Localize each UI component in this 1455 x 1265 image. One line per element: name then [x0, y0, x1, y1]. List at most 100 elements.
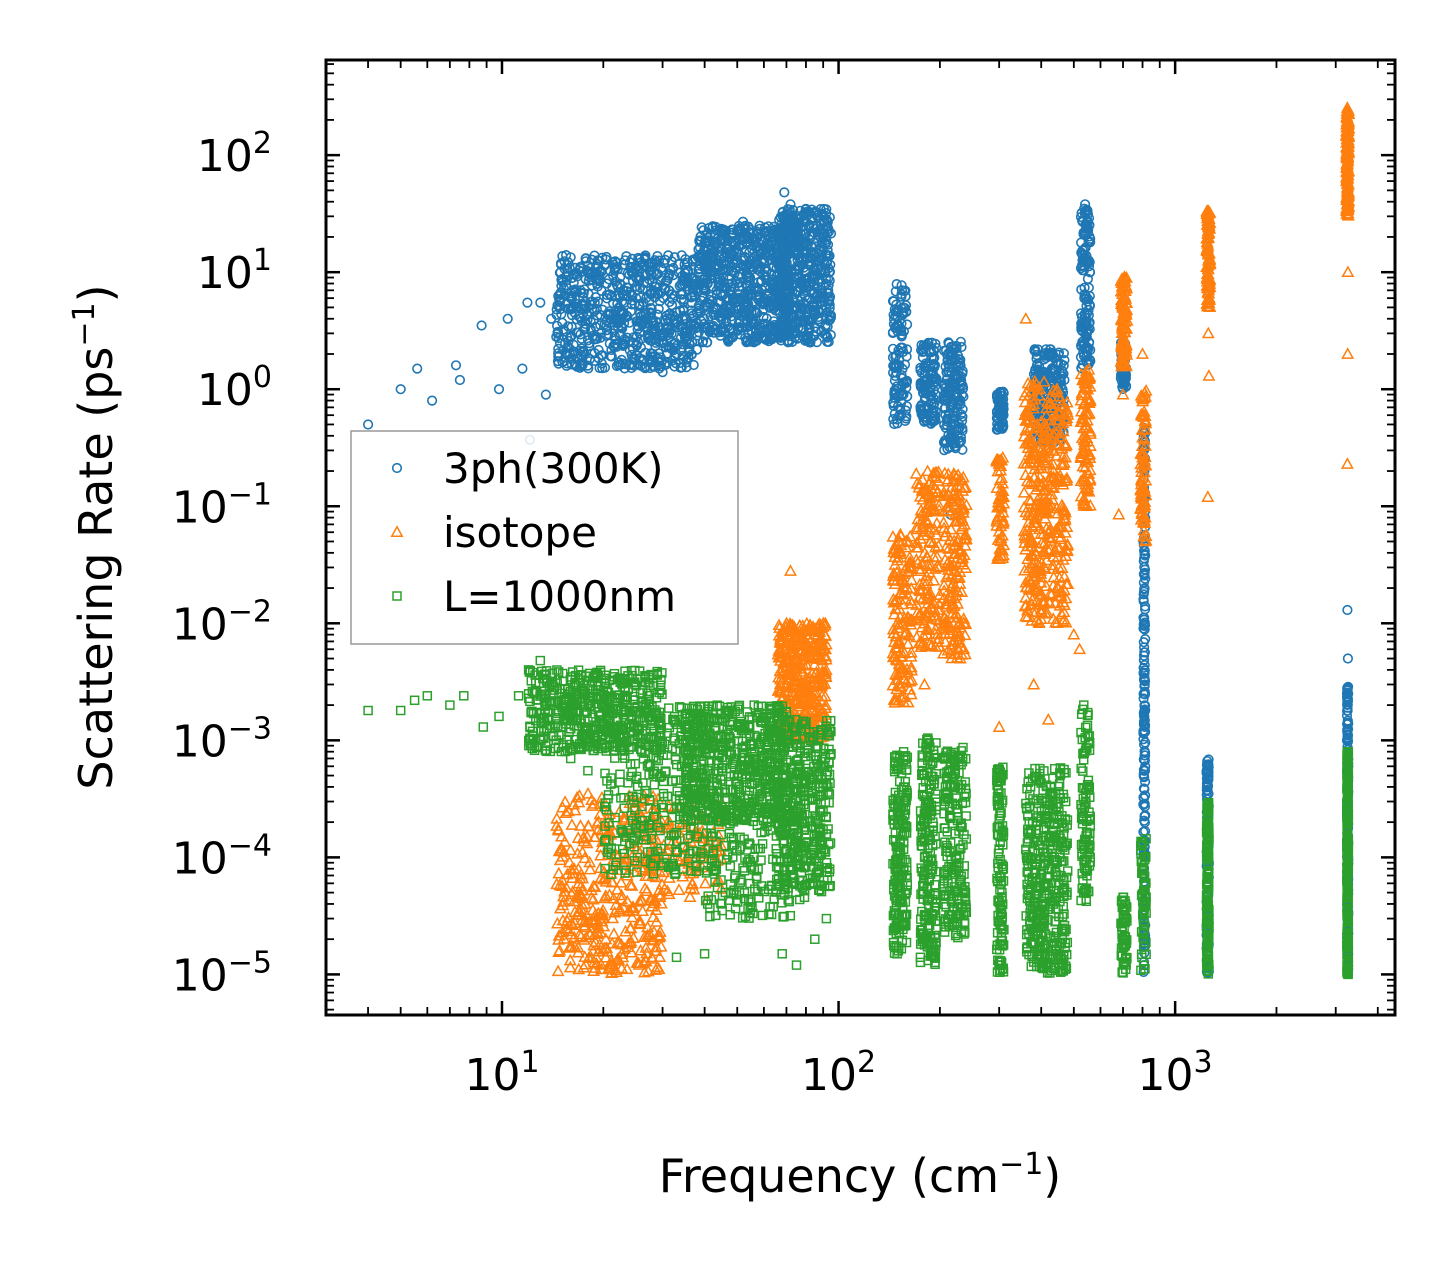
data-point-circle: [678, 276, 690, 287]
data-point-circle: [603, 329, 614, 340]
data-point-circle: [607, 298, 619, 309]
data-point-circle: [627, 261, 638, 272]
data-point-circle: [694, 242, 706, 253]
data-point-circle: [622, 311, 633, 322]
data-point-circle: [732, 235, 743, 246]
data-point-circle: [619, 363, 630, 374]
data-point-circle: [653, 336, 664, 347]
data-point-circle: [554, 294, 565, 305]
data-point-circle: [645, 351, 656, 362]
data-point-circle: [609, 331, 621, 342]
data-point-circle: [580, 256, 591, 267]
data-point-circle: [658, 293, 669, 304]
data-point-circle: [593, 275, 604, 286]
data-point-circle: [566, 272, 578, 284]
data-point-circle: [580, 253, 591, 264]
data-point-circle: [601, 293, 613, 304]
data-point-circle: [677, 274, 688, 286]
data-point-circle: [570, 359, 581, 371]
data-point-circle: [557, 273, 568, 285]
data-point-circle: [703, 223, 714, 234]
data-point-circle: [651, 257, 662, 268]
data-point-circle: [634, 254, 645, 265]
data-point-circle: [568, 339, 579, 351]
data-point-circle: [741, 244, 752, 255]
data-point-circle: [669, 252, 680, 263]
data-point-circle: [663, 327, 675, 338]
data-point-circle: [727, 332, 739, 343]
data-point-circle: [553, 343, 564, 354]
data-point-circle: [559, 256, 570, 267]
data-point-circle: [648, 320, 660, 332]
data-point-circle: [568, 268, 579, 279]
data-point-circle: [661, 359, 672, 370]
data-point-circle: [681, 334, 692, 346]
data-point-circle: [634, 300, 645, 311]
data-point-circle: [677, 289, 688, 300]
data-point-circle: [668, 339, 679, 350]
data-point-circle: [622, 268, 633, 279]
data-points-layer: [363, 101, 1356, 980]
data-point-circle: [556, 309, 567, 320]
data-point-circle: [648, 326, 659, 337]
data-point-circle: [646, 287, 657, 299]
data-point-circle: [589, 355, 601, 367]
data-point-circle: [571, 314, 582, 325]
data-point-circle: [717, 325, 728, 336]
data-point-circle: [586, 303, 598, 314]
data-point-circle: [552, 327, 564, 338]
data-point-circle: [596, 358, 607, 369]
data-point-circle: [592, 281, 603, 292]
data-point-circle: [668, 262, 679, 274]
data-point-circle: [616, 354, 627, 366]
data-point-circle: [649, 361, 660, 372]
data-point-circle: [633, 321, 644, 332]
data-point-circle: [614, 330, 625, 341]
data-point-circle: [646, 303, 657, 314]
data-point-circle: [583, 288, 594, 300]
data-point-circle: [571, 327, 582, 338]
data-point-circle: [562, 341, 573, 353]
data-point-circle: [572, 301, 584, 312]
data-point-circle: [562, 303, 574, 314]
data-point-circle: [631, 340, 642, 351]
data-point-circle: [635, 311, 647, 322]
data-point-circle: [739, 294, 750, 305]
data-point-circle: [705, 311, 716, 322]
data-point-circle: [579, 321, 591, 332]
data-point-circle: [578, 288, 589, 299]
data-point-circle: [743, 328, 755, 339]
data-point-circle: [597, 363, 608, 374]
data-point-circle: [576, 333, 587, 344]
data-point-circle: [562, 321, 574, 332]
data-point-circle: [651, 278, 662, 289]
data-point-circle: [752, 308, 763, 319]
data-point-circle: [606, 351, 617, 362]
data-point-circle: [577, 346, 588, 357]
data-point-circle: [571, 361, 583, 372]
data-point-circle: [684, 343, 695, 354]
data-point-circle: [569, 284, 581, 295]
data-point-circle: [573, 311, 585, 322]
data-point-circle: [588, 314, 599, 326]
data-point-circle: [663, 285, 675, 296]
data-point-circle: [676, 250, 687, 261]
data-point-circle: [623, 282, 634, 294]
data-point-circle: [603, 308, 614, 319]
data-point-circle: [593, 344, 604, 356]
data-point-circle: [599, 260, 610, 271]
data-point-circle: [728, 266, 739, 278]
data-point-circle: [697, 336, 709, 347]
data-point-circle: [577, 359, 588, 371]
data-point-circle: [589, 250, 600, 261]
data-point-circle: [621, 251, 632, 262]
data-point-circle: [658, 258, 670, 269]
data-point-circle: [611, 341, 623, 352]
data-point-circle: [682, 266, 693, 278]
data-point-circle: [619, 297, 630, 308]
data-point-circle: [556, 280, 567, 291]
data-point-circle: [733, 318, 744, 329]
data-point-circle: [577, 300, 588, 312]
data-point-circle: [678, 304, 689, 315]
